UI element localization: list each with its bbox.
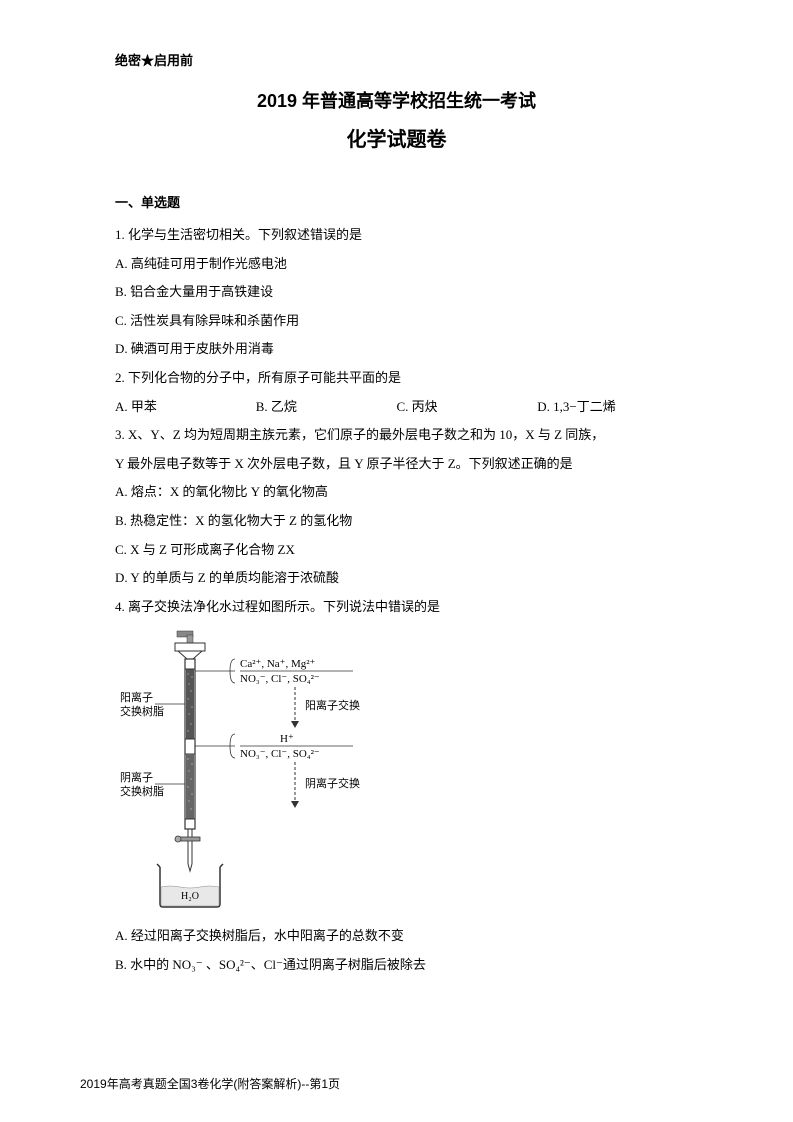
cation-resin-label-1: 阳离子 <box>120 690 153 704</box>
q3-line2: Y 最外层电子数等于 X 次外层电子数，且 Y 原子半径大于 Z。下列叙述正确的… <box>115 450 678 479</box>
q2-text: 2. 下列化合物的分子中，所有原子可能共平面的是 <box>115 364 678 393</box>
section-header: 一、单选题 <box>115 192 678 211</box>
q4-option-a: A. 经过阳离子交换树脂后，水中阳离子的总数不变 <box>115 922 678 951</box>
anion-resin-label-1: 阴离子 <box>120 770 153 784</box>
q3-line1: 3. X、Y、Z 均为短周期主族元素，它们原子的最外层电子数之和为 10，X 与… <box>115 421 678 450</box>
q2-options-row: A. 甲苯 B. 乙烷 C. 丙炔 D. 1,3−丁二烯 <box>115 393 678 422</box>
q1-option-a: A. 高纯硅可用于制作光感电池 <box>115 250 678 279</box>
q3-option-c: C. X 与 Z 可形成离子化合物 ZX <box>115 536 678 565</box>
figure-svg: H₂O 阳离子 交换树脂 阴离子 交换树脂 Ca²⁺, Na⁺, Mg²⁺ NO… <box>115 629 435 914</box>
q3-option-d: D. Y 的单质与 Z 的单质均能溶于浓硫酸 <box>115 564 678 593</box>
cation-resin-label-2: 交换树脂 <box>120 704 164 718</box>
q1-option-b: B. 铝合金大量用于高铁建设 <box>115 278 678 307</box>
cation-exchange-text: 阳离子交换 <box>305 698 360 712</box>
q2-option-a: A. 甲苯 <box>115 393 256 422</box>
q1-text: 1. 化学与生活密切相关。下列叙述错误的是 <box>115 221 678 250</box>
top-ions-1: Ca²⁺, Na⁺, Mg²⁺ <box>240 658 316 670</box>
q2-option-b: B. 乙烷 <box>256 393 397 422</box>
q4-option-b: B. 水中的 NO₃⁻ 、SO₄²⁻、Cl⁻通过阴离子树脂后被除去 <box>115 951 678 980</box>
exam-page: 绝密★启用前 2019 年普通高等学校招生统一考试 化学试题卷 一、单选题 1.… <box>0 0 793 1122</box>
middle-ions: NO₃⁻, Cl⁻, SO₄²⁻ <box>240 748 320 760</box>
confidential-label: 绝密★启用前 <box>115 50 678 69</box>
anion-resin-label-2: 交换树脂 <box>120 784 164 798</box>
q3-option-b: B. 热稳定性：X 的氢化物大于 Z 的氢化物 <box>115 507 678 536</box>
top-ions-2: NO₃⁻, Cl⁻, SO₄²⁻ <box>240 673 320 685</box>
h2o-label: H₂O <box>181 891 199 902</box>
q3-option-a: A. 熔点：X 的氧化物比 Y 的氧化物高 <box>115 478 678 507</box>
q1-option-c: C. 活性炭具有除异味和杀菌作用 <box>115 307 678 336</box>
q2-option-d: D. 1,3−丁二烯 <box>537 393 678 422</box>
page-footer: 2019年高考真题全国3卷化学(附答案解析)--第1页 <box>80 1075 340 1092</box>
main-title-1: 2019 年普通高等学校招生统一考试 <box>115 87 678 113</box>
ion-exchange-figure: H₂O 阳离子 交换树脂 阴离子 交换树脂 Ca²⁺, Na⁺, Mg²⁺ NO… <box>115 629 435 914</box>
q4-text: 4. 离子交换法净化水过程如图所示。下列说法中错误的是 <box>115 593 678 622</box>
middle-h: H⁺ <box>280 733 294 745</box>
main-title-2: 化学试题卷 <box>115 123 678 152</box>
q1-option-d: D. 碘酒可用于皮肤外用消毒 <box>115 335 678 364</box>
anion-exchange-text: 阴离子交换 <box>305 776 360 790</box>
q2-option-c: C. 丙炔 <box>397 393 538 422</box>
